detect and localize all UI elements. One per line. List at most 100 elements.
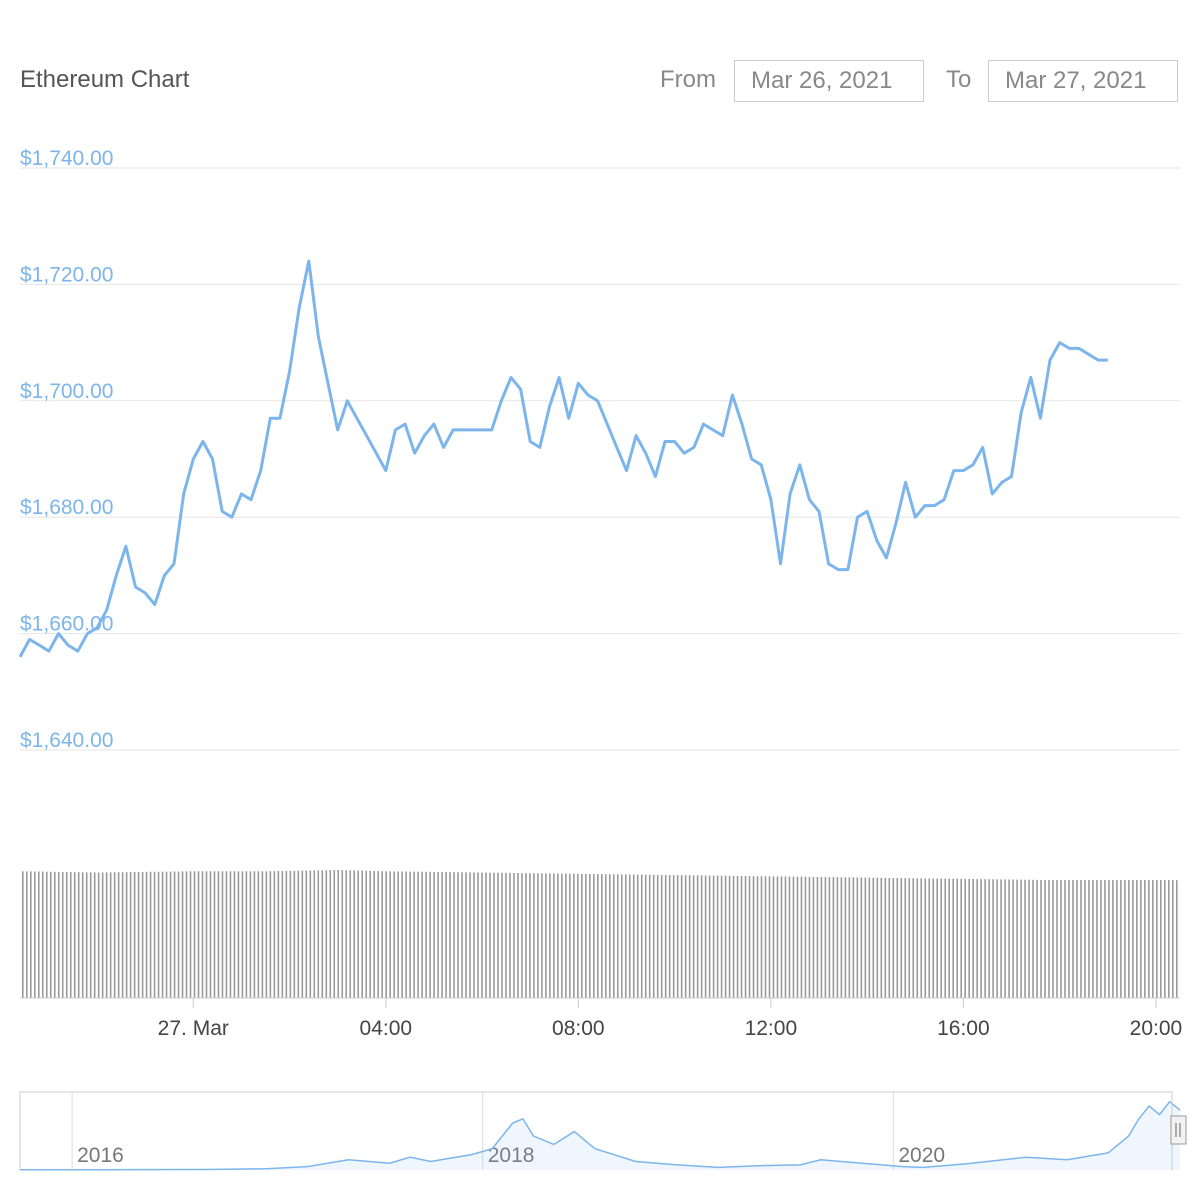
volume-bar [988,879,990,998]
navigator-handle[interactable] [1170,1115,1187,1145]
volume-bar [45,871,48,998]
volume-bar [1144,880,1146,998]
volume-bar [804,876,807,998]
volume-bar [872,877,875,998]
volume-bar [261,871,264,998]
volume-bar [521,873,523,998]
y-tick-label: $1,720.00 [20,263,113,286]
volume-bar [169,871,172,998]
volume-bar [1168,880,1170,998]
volume-bar [313,870,316,998]
volume-bar [325,870,328,998]
volume-bar [628,874,631,998]
volume-bar [317,870,320,998]
volume-bar [161,871,164,998]
y-axis: $1,740.00 $1,720.00 $1,700.00 $1,680.00 $1,6… [20,147,113,752]
navigator[interactable]: 2016 2018 2020 [19,1090,1187,1171]
volume-bar [812,876,815,998]
volume-bar [1164,880,1166,998]
volume-bar [760,876,763,998]
volume-bar [648,874,651,998]
volume-bar [473,872,475,998]
volume-bar [377,871,379,998]
volume-bar [844,877,847,998]
volume-bar [421,871,423,998]
volume-bar [41,871,44,998]
volume-bar [101,872,104,998]
volume-bar [285,870,288,998]
volume-bar [876,877,879,998]
volume-bar [305,870,308,998]
volume-bar [125,872,128,998]
volume-bar [916,878,919,998]
volume-bar [624,874,627,998]
volume-bar [680,875,683,998]
volume-bar [1140,880,1142,998]
volume-bar [700,875,703,998]
volume-bar [501,872,503,998]
volume-bar [197,871,200,998]
y-tick-label: $1,700.00 [20,380,113,403]
volume-bar [1088,880,1090,998]
volume-bar [664,875,667,998]
volume-bar [816,877,819,998]
volume-bar [1080,880,1082,998]
volume-bar [341,870,344,998]
volume-bar [441,872,443,998]
volume-bar [892,878,895,998]
volume-bar [373,871,375,998]
volume-bar [345,870,348,998]
volume-bar [509,872,511,998]
volume-bar [1100,880,1102,998]
volume-bar [1032,879,1034,998]
volume-bar [149,871,152,998]
volume-bars [22,870,1178,998]
volume-bar [656,874,659,998]
volume-bar [505,872,507,998]
volume-bar [165,871,168,998]
volume-bar [153,871,156,998]
volume-bar [409,871,411,998]
volume-bar [868,877,871,998]
volume-bar [22,871,24,998]
from-date-input[interactable]: Mar 26, 2021 [734,60,924,102]
volume-bar [237,871,240,998]
volume-bar [1108,880,1110,998]
volume-bar [712,875,715,998]
volume-bar [708,875,711,998]
volume-bar [1040,879,1042,998]
volume-bar [201,871,204,998]
volume-bar [888,877,891,998]
volume-bar [137,872,140,998]
volume-bar [253,871,256,998]
to-date-input[interactable]: Mar 27, 2021 [988,60,1178,102]
volume-bar [249,871,252,998]
x-tick-label: 08:00 [552,1017,605,1040]
volume-bar [1112,880,1114,998]
volume-bar [1008,879,1010,998]
volume-bar [497,872,499,998]
chart-header: Ethereum Chart From Mar 26, 2021 To Mar … [0,0,1200,120]
volume-bar [533,873,535,998]
volume-bar [856,877,859,998]
volume-bar [900,878,903,998]
y-tick-label: $1,680.00 [20,496,113,519]
volume-bar [908,878,911,998]
volume-bar [25,871,28,998]
volume-bar [445,872,447,998]
volume-bar [469,872,471,998]
volume-bar [1092,880,1094,998]
volume-bar [493,872,495,998]
volume-bar [984,879,986,998]
volume-bar [1028,879,1030,998]
volume-bar [644,874,647,998]
volume-bar [97,872,100,998]
navigator-tick-label: 2020 [898,1144,945,1167]
price-series-line[interactable] [18,259,1108,658]
volume-bar [1052,880,1054,998]
volume-bar [545,873,547,998]
volume-bar [920,878,923,998]
volume-bar [289,870,292,998]
volume-bar [49,871,52,998]
